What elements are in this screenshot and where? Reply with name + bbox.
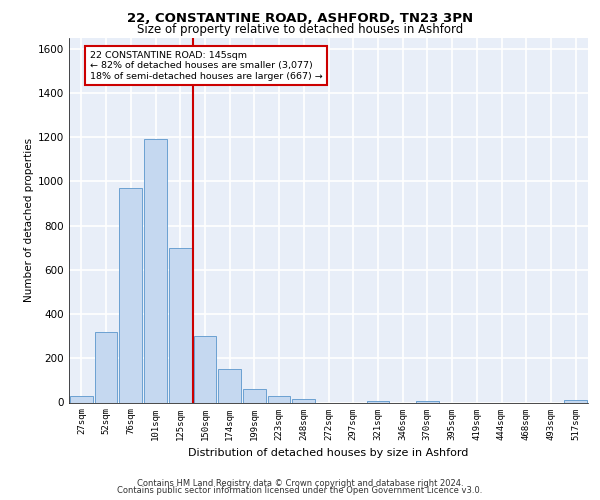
Bar [70,396,93,402]
Bar [194,336,216,402]
Bar [119,188,142,402]
Bar [292,399,315,402]
Text: Contains HM Land Registry data © Crown copyright and database right 2024.: Contains HM Land Registry data © Crown c… [137,478,463,488]
Bar [144,140,167,402]
Bar [95,332,118,402]
Text: Contains public sector information licensed under the Open Government Licence v3: Contains public sector information licen… [118,486,482,495]
Text: 22, CONSTANTINE ROAD, ASHFORD, TN23 3PN: 22, CONSTANTINE ROAD, ASHFORD, TN23 3PN [127,12,473,26]
Bar [243,389,266,402]
Text: Size of property relative to detached houses in Ashford: Size of property relative to detached ho… [137,22,463,36]
Text: 22 CONSTANTINE ROAD: 145sqm
← 82% of detached houses are smaller (3,077)
18% of : 22 CONSTANTINE ROAD: 145sqm ← 82% of det… [90,51,323,80]
Bar [169,248,191,402]
Y-axis label: Number of detached properties: Number of detached properties [24,138,34,302]
Bar [268,396,290,402]
X-axis label: Distribution of detached houses by size in Ashford: Distribution of detached houses by size … [188,448,469,458]
Bar [564,400,587,402]
Bar [218,370,241,402]
